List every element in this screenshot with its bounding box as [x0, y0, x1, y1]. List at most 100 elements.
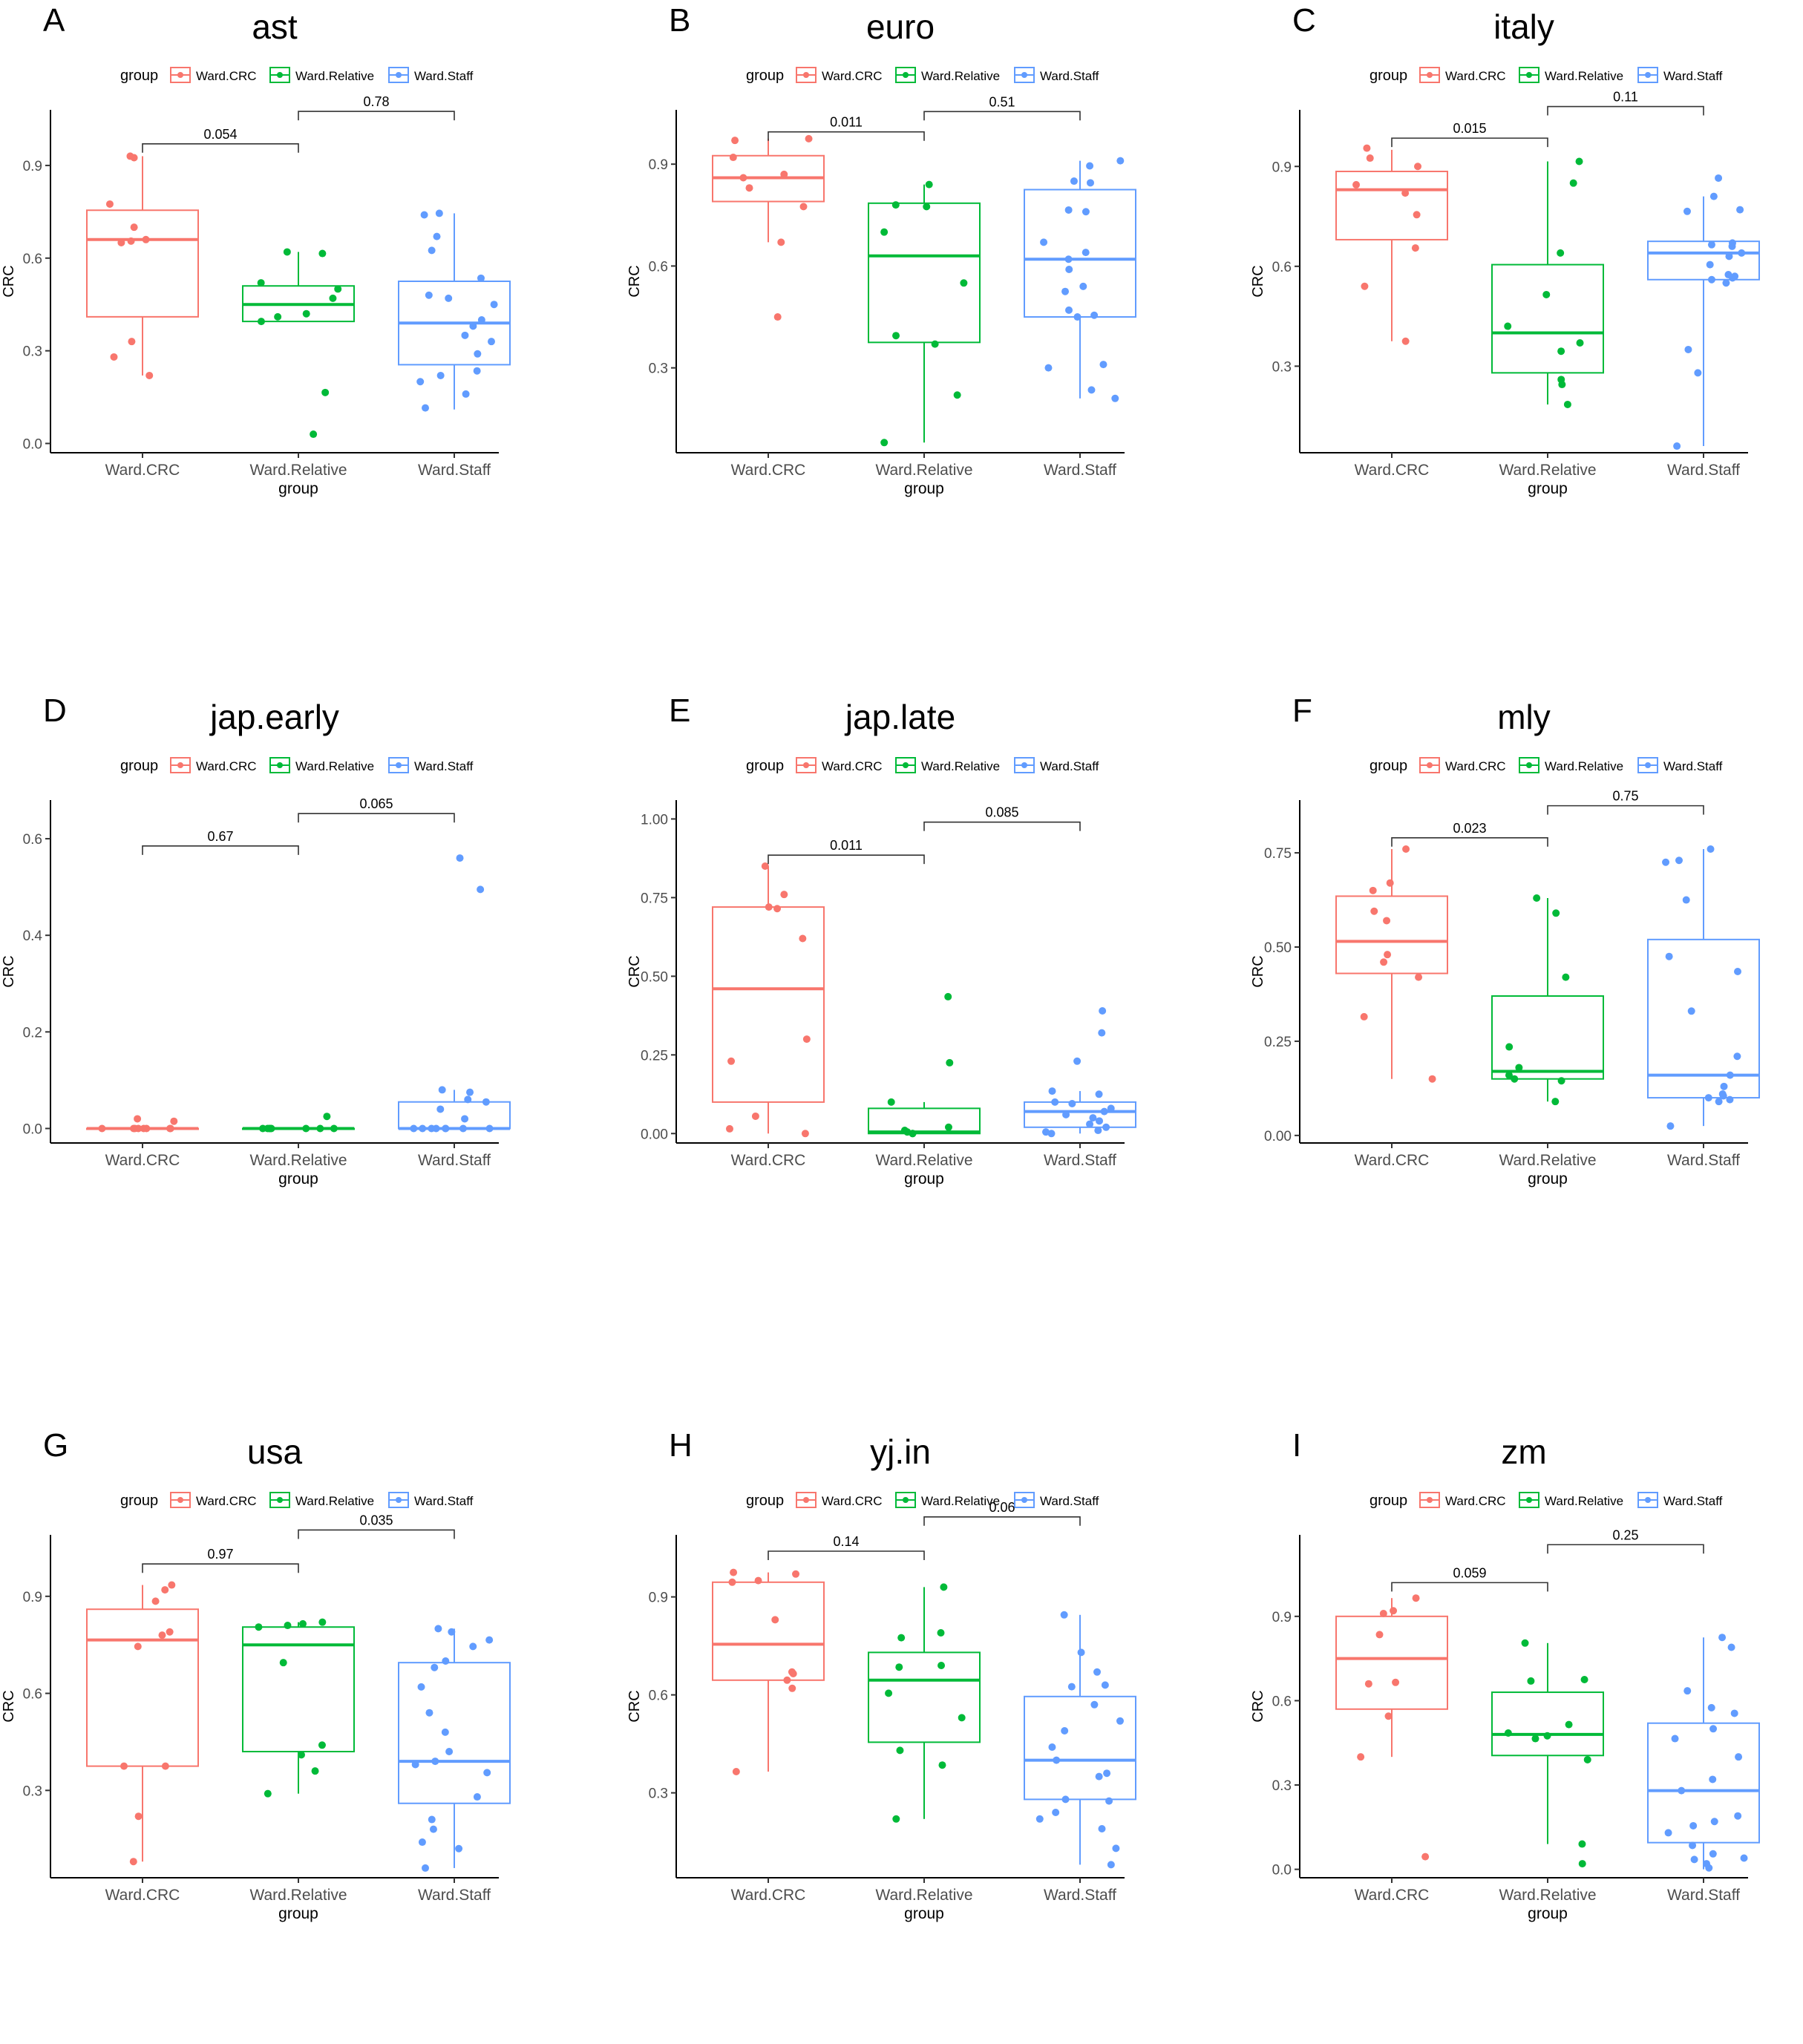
bracket-line [142, 845, 299, 855]
significance-bracket: 0.015 [1391, 121, 1548, 148]
data-point [1375, 1631, 1384, 1639]
y-tick-label: 0.6 [1272, 1694, 1292, 1709]
data-point [1064, 206, 1073, 214]
p-value-label: 0.065 [359, 796, 393, 811]
data-point [1065, 265, 1073, 273]
legend-label: Ward.CRC [822, 1494, 883, 1508]
iqr-box [86, 209, 199, 318]
data-point [1369, 886, 1377, 894]
legend-label: Ward.Staff [1663, 1494, 1723, 1508]
data-point [1384, 951, 1392, 959]
data-point [318, 1618, 327, 1626]
legend: group Ward.CRC Ward.Relative Ward.Staff [1370, 67, 1723, 84]
data-point [1707, 845, 1715, 853]
p-value-label: 0.011 [830, 115, 863, 130]
data-point [274, 312, 282, 321]
significance-bracket: 0.14 [768, 1534, 925, 1560]
legend-label: Ward.Staff [1040, 69, 1099, 83]
data-point [1390, 1607, 1398, 1615]
data-point [445, 1748, 454, 1756]
y-axis-label: CRC [1250, 955, 1266, 987]
data-point [1707, 275, 1715, 284]
legend-item-ward-crc: Ward.CRC [170, 757, 257, 773]
panel-letter: F [1292, 692, 1312, 729]
legend-title: group [746, 1493, 784, 1509]
data-point [1552, 909, 1560, 917]
data-point [411, 1760, 419, 1769]
data-point [1505, 1043, 1514, 1051]
data-point [1704, 1094, 1712, 1102]
bracket-line [768, 1550, 925, 1560]
data-point [134, 1812, 143, 1821]
data-point [1383, 917, 1391, 925]
data-point [1070, 177, 1078, 186]
bracket-line [1391, 137, 1548, 148]
p-value-label: 0.25 [1612, 1527, 1638, 1542]
legend-key-point [1021, 1497, 1027, 1503]
data-point [1565, 1720, 1573, 1729]
data-point [1558, 381, 1566, 389]
data-point [729, 154, 737, 162]
p-value-label: 0.06 [989, 1500, 1015, 1515]
data-point [1090, 311, 1099, 319]
data-point [448, 1628, 456, 1636]
bracket-line [142, 1563, 299, 1573]
iqr-box [1335, 895, 1448, 974]
chart-title: jap.late [844, 698, 955, 736]
data-point [1107, 1861, 1115, 1869]
data-point [1710, 1818, 1718, 1826]
data-point [134, 1642, 142, 1651]
bracket-line [1391, 1582, 1548, 1592]
data-point [1671, 1735, 1679, 1743]
bracket-line [142, 143, 299, 153]
data-point [477, 274, 485, 282]
legend-key-point [177, 1497, 183, 1503]
y-tick-label: 0.75 [1264, 846, 1292, 862]
y-tick-label: 0.9 [649, 1591, 668, 1606]
chart-title: ast [252, 7, 298, 46]
iqr-box [1335, 1615, 1448, 1710]
x-tick-label: Ward.Relative [249, 1887, 347, 1904]
data-point [1363, 144, 1371, 152]
x-tick-label: Ward.CRC [105, 462, 180, 479]
data-point [1730, 1709, 1738, 1717]
data-point [1709, 1775, 1717, 1783]
boxplot-ward-relative [242, 1618, 355, 1798]
data-point [1709, 192, 1718, 200]
legend-key-point [1645, 1497, 1651, 1503]
legend-item-ward-crc: Ward.CRC [170, 67, 257, 83]
data-point [739, 174, 747, 182]
data-point [318, 1741, 326, 1749]
legend-key-point [177, 762, 183, 768]
data-point [318, 249, 327, 258]
data-point [1414, 163, 1422, 171]
data-point [895, 1663, 903, 1671]
legend-label: Ward.Relative [921, 1494, 1000, 1508]
data-point [1733, 1052, 1741, 1061]
data-point [891, 201, 900, 209]
legend-label: Ward.CRC [1445, 759, 1506, 773]
x-tick-label: Ward.CRC [1355, 1887, 1430, 1904]
data-point [1086, 179, 1094, 187]
data-point [1392, 1678, 1400, 1686]
legend-key-point [396, 1497, 402, 1503]
data-point [1527, 1677, 1535, 1685]
iqr-box [868, 1107, 981, 1135]
data-point [473, 367, 481, 375]
data-point [129, 1858, 137, 1866]
data-point [1726, 1071, 1734, 1079]
data-point [1562, 973, 1570, 981]
legend: group Ward.CRC Ward.Relative Ward.Staff [1370, 1492, 1723, 1509]
legend: group Ward.CRC Ward.Relative Ward.Staff [746, 67, 1099, 84]
bracket-line [298, 813, 455, 823]
bracket-line [923, 111, 1081, 121]
data-point [745, 184, 753, 192]
data-point [264, 1789, 272, 1798]
data-point [279, 1659, 287, 1667]
x-axis-label: group [278, 1905, 318, 1922]
data-point [1098, 1825, 1106, 1832]
data-point [329, 294, 337, 302]
data-point [469, 1642, 477, 1651]
